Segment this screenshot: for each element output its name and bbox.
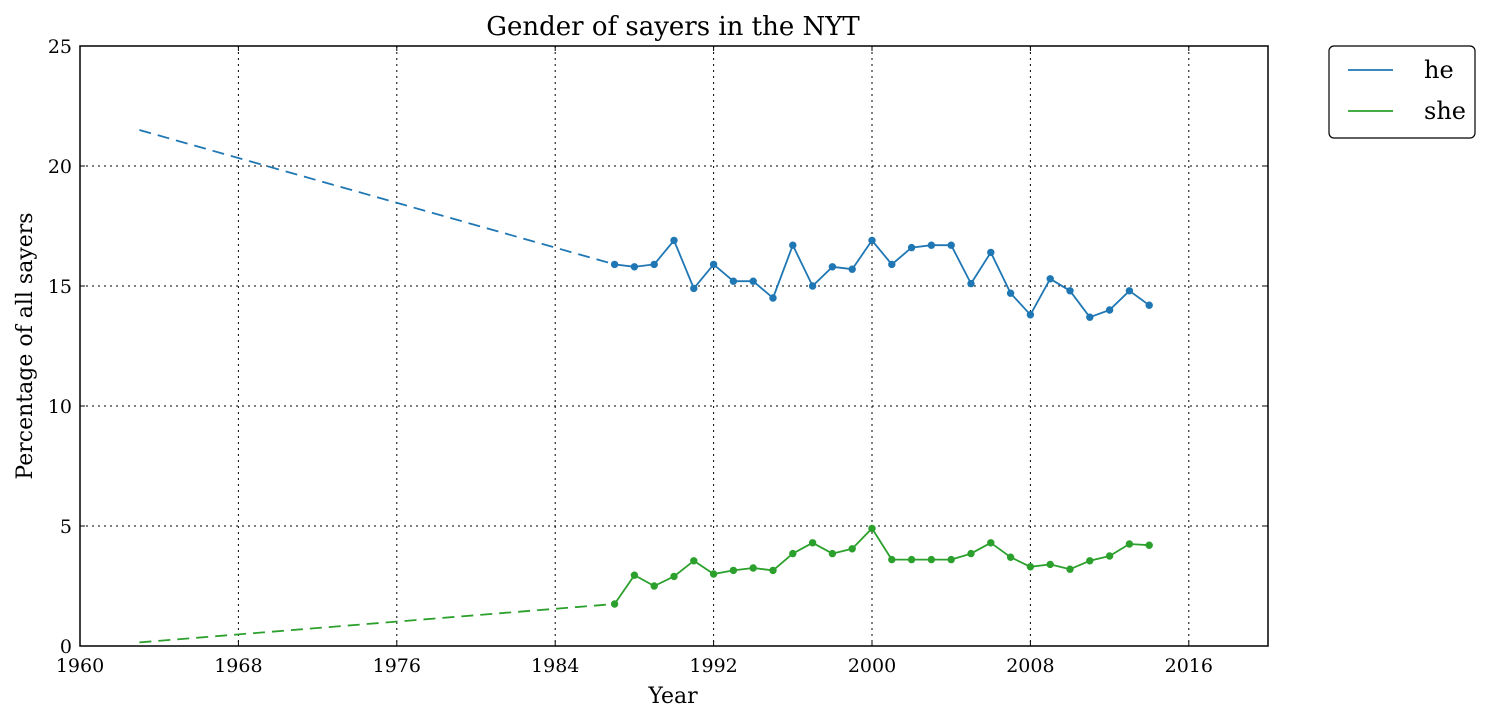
series-she-point	[1066, 565, 1074, 573]
series-he-point	[709, 260, 718, 269]
y-axis-label: Percentage of all sayers	[13, 212, 38, 479]
series-he-point	[808, 282, 817, 290]
series-she-point	[1145, 541, 1153, 549]
y-tick-label: 15	[48, 276, 72, 298]
series-she-point	[987, 539, 995, 547]
series-she-point	[927, 555, 936, 564]
legend: he she	[1328, 45, 1476, 139]
series-he	[139, 129, 1153, 321]
series-he-point	[1125, 287, 1134, 295]
series-he-point	[630, 263, 639, 271]
x-tick-label: 1992	[689, 655, 737, 677]
series-he-point	[789, 241, 797, 249]
legend-label-she: she	[1424, 97, 1466, 125]
series-he-point	[650, 260, 658, 269]
series-she-point	[947, 555, 955, 564]
series-she-point	[848, 545, 856, 553]
series-he-point	[1046, 275, 1054, 283]
y-tick-label: 0	[60, 636, 72, 658]
chart-title: Gender of sayers in the NYT	[486, 12, 860, 42]
series-she	[139, 524, 1153, 644]
series-group	[139, 129, 1153, 644]
series-she-point	[1105, 552, 1114, 560]
series-he-point	[1086, 313, 1094, 321]
y-tick-label: 25	[48, 36, 72, 58]
series-she-line	[613, 527, 1150, 605]
series-she-point	[670, 572, 678, 581]
series-he-point	[1105, 306, 1114, 314]
series-she-point	[789, 549, 797, 558]
x-axis-ticks: 1960 1968 1976 1984 1992 2000 2008 2016	[56, 46, 1213, 677]
series-he-trend-line	[139, 129, 615, 266]
series-she-point	[1046, 560, 1054, 569]
x-axis-label: Year	[647, 684, 698, 709]
plot-frame	[79, 45, 1269, 647]
x-tick-label: 2000	[848, 655, 896, 677]
series-she-trend-line	[139, 603, 615, 644]
series-she-point	[650, 582, 658, 590]
series-she-point	[868, 524, 876, 533]
series-he-point	[828, 263, 837, 271]
grid-lines	[80, 46, 1268, 646]
series-she-point	[729, 566, 738, 575]
series-he-point	[888, 260, 896, 269]
series-he-point	[749, 277, 757, 285]
series-she-point	[769, 566, 777, 575]
series-he-point	[690, 284, 698, 293]
series-she-point	[630, 571, 639, 579]
series-he-line	[614, 239, 1150, 319]
series-she-point	[1026, 563, 1035, 571]
series-she-point	[967, 549, 975, 558]
y-tick-label: 20	[48, 156, 72, 178]
x-tick-label: 2008	[1006, 655, 1054, 677]
x-tick-label: 1984	[531, 655, 579, 677]
series-she-point	[690, 557, 698, 565]
series-she-point	[907, 555, 916, 564]
legend-label-he: he	[1424, 56, 1454, 84]
series-she-point	[888, 555, 896, 564]
series-he-point	[868, 236, 876, 245]
series-he-point	[967, 279, 975, 288]
series-he-point	[907, 243, 916, 252]
series-he-point	[729, 277, 738, 285]
series-he-point	[947, 241, 955, 249]
series-he-point	[848, 265, 856, 273]
series-he-point	[1026, 311, 1035, 319]
y-axis-ticks: 0 5 10 15 20 25	[48, 36, 1268, 658]
y-tick-label: 5	[60, 516, 72, 538]
series-she-point	[1125, 540, 1134, 548]
series-he-point	[610, 260, 619, 269]
series-she-point	[1086, 557, 1094, 565]
x-tick-label: 1976	[373, 655, 421, 677]
series-she-point	[709, 570, 718, 578]
legend-box	[1328, 45, 1476, 139]
series-she-point	[808, 539, 817, 547]
series-she-point	[1006, 553, 1015, 561]
series-he-point	[1145, 301, 1153, 309]
series-he-point	[1066, 287, 1074, 295]
series-he-point	[987, 248, 995, 257]
series-he-point	[670, 236, 678, 245]
x-tick-label: 1960	[56, 655, 104, 677]
series-she-point	[610, 600, 619, 608]
x-tick-label: 2016	[1165, 655, 1213, 677]
series-he-point	[769, 294, 777, 302]
series-she-point	[828, 549, 837, 558]
series-he-point	[927, 241, 936, 249]
y-tick-label: 10	[48, 396, 72, 418]
series-he-point	[1006, 289, 1015, 297]
x-tick-label: 1968	[214, 655, 262, 677]
series-she-point	[749, 564, 757, 572]
